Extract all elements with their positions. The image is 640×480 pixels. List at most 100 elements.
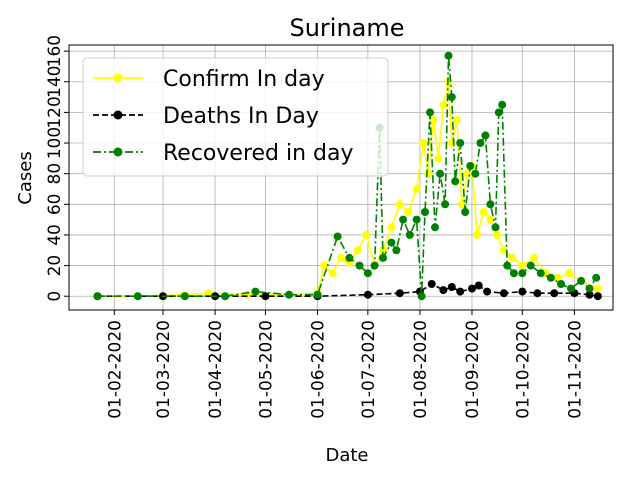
data-point: [461, 208, 470, 216]
data-point: [431, 223, 439, 232]
data-point: [412, 215, 421, 224]
data-point: [536, 269, 545, 278]
data-point: [468, 284, 476, 293]
data-point: [503, 261, 512, 270]
data-point: [550, 289, 559, 298]
data-point: [509, 269, 518, 278]
data-point: [355, 261, 364, 270]
data-point: [493, 230, 502, 239]
x-tick-label: 01-08-2020: [411, 320, 431, 419]
data-point: [379, 253, 387, 262]
data-point: [419, 139, 428, 147]
data-point: [481, 131, 490, 140]
x-tick-label: 01-02-2020: [105, 320, 125, 419]
y-tick-label: 20: [45, 255, 65, 277]
legend-marker: [113, 147, 123, 157]
data-point: [370, 261, 379, 270]
x-tick-label: 01-07-2020: [359, 320, 379, 419]
y-tick-label: 0: [45, 291, 65, 302]
y-tick-label: 100: [45, 127, 65, 159]
data-point: [593, 292, 602, 301]
data-point: [447, 93, 456, 102]
data-point: [133, 292, 142, 301]
series-deaths-in-day: [93, 280, 602, 301]
data-point: [553, 273, 562, 282]
data-point: [353, 246, 362, 255]
data-point: [426, 108, 434, 117]
data-point: [557, 280, 565, 288]
x-ticks: 01-02-2020 01-03-2020 01-04-2020 01-05-2020…: [105, 310, 585, 419]
plot-area: [68, 44, 614, 311]
data-point: [337, 253, 345, 262]
data-point: [436, 169, 445, 178]
data-point: [577, 276, 586, 285]
data-point: [518, 287, 527, 296]
x-tick-label: 01-04-2020: [206, 320, 226, 419]
data-point: [565, 269, 574, 278]
x-tick-label: 01-11-2020: [565, 320, 585, 419]
data-point: [320, 261, 329, 270]
data-point: [486, 215, 495, 224]
data-point: [451, 177, 460, 186]
y-tick-label: 60: [45, 193, 65, 215]
data-point: [395, 200, 404, 209]
data-point: [285, 290, 293, 299]
data-point: [486, 200, 495, 209]
data-point: [405, 230, 414, 239]
data-point: [379, 246, 387, 255]
data-point: [362, 230, 371, 239]
data-point: [434, 154, 443, 163]
data-point: [180, 292, 189, 301]
data-point: [417, 292, 426, 301]
data-point: [456, 287, 465, 296]
data-point: [392, 246, 401, 255]
data-point: [424, 169, 433, 178]
legend: Confirm In day Deaths In Day Recovered in …: [82, 57, 389, 177]
data-point: [363, 269, 372, 278]
data-point: [243, 290, 251, 299]
data-point: [499, 246, 508, 255]
data-point: [421, 208, 429, 216]
legend-box: [82, 57, 389, 177]
data-point: [518, 261, 527, 270]
data-point: [395, 289, 404, 298]
data-point: [494, 108, 503, 117]
data-point: [473, 230, 481, 239]
data-point: [498, 100, 507, 109]
data-point: [427, 280, 436, 288]
data-point: [471, 169, 480, 178]
y-tick-label: 160: [45, 35, 65, 67]
data-point: [518, 269, 527, 278]
data-point: [526, 261, 535, 270]
data-point: [345, 253, 354, 262]
legend-marker: [113, 110, 123, 120]
x-tick-label: 01-03-2020: [154, 320, 174, 419]
data-point: [447, 283, 456, 291]
data-point: [387, 238, 396, 247]
data-point: [204, 289, 213, 298]
data-point: [441, 200, 450, 209]
x-axis-label: Date: [325, 445, 368, 466]
data-point: [466, 162, 475, 170]
data-point: [530, 253, 539, 262]
data-point: [476, 139, 485, 147]
data-point: [439, 100, 448, 109]
chart-title: Suriname: [289, 14, 404, 42]
data-point: [585, 290, 594, 299]
data-point: [546, 273, 555, 282]
data-point: [474, 281, 483, 290]
y-tick-label: 140: [45, 66, 65, 98]
x-tick-label: 01-10-2020: [513, 320, 533, 419]
data-point: [457, 200, 466, 209]
data-point: [447, 139, 456, 147]
data-point: [439, 286, 448, 295]
series-group: [93, 51, 602, 301]
legend-label: Confirm In day: [163, 67, 325, 92]
data-point: [387, 223, 396, 232]
data-point: [479, 208, 488, 216]
y-axis-label: Cases: [15, 151, 36, 204]
data-point: [499, 289, 508, 298]
data-point: [363, 290, 372, 299]
